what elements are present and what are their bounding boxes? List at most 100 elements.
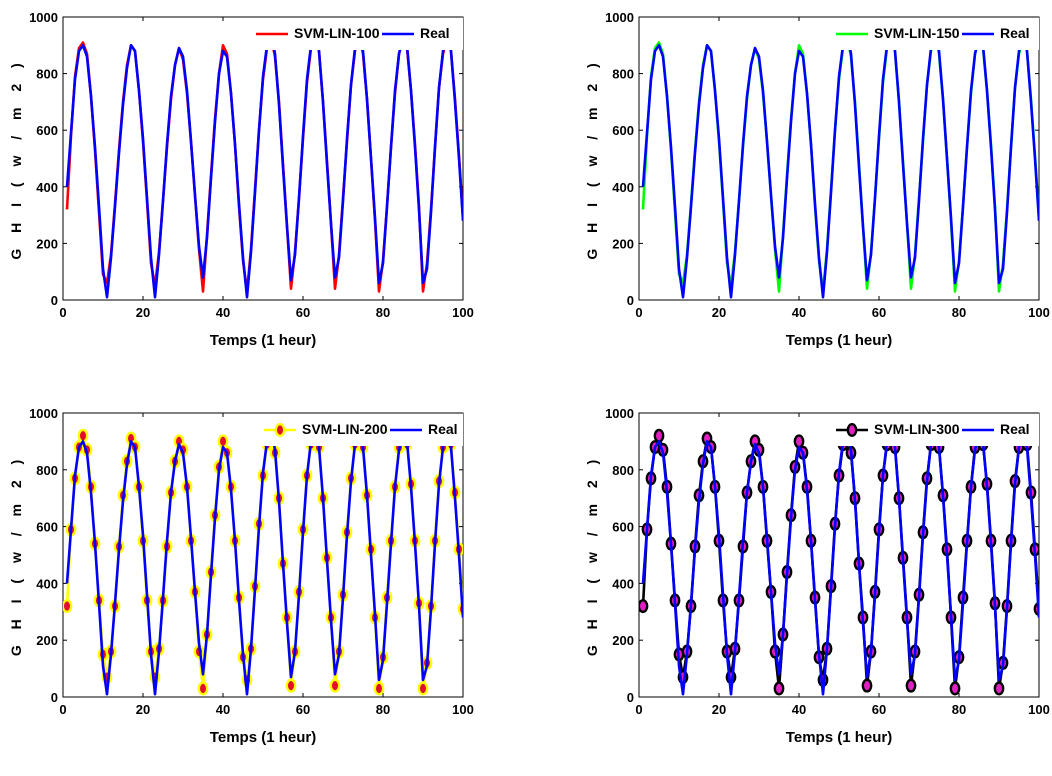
- data-point: [793, 434, 805, 449]
- x-tick-label: 100: [1028, 305, 1050, 320]
- data-point: [417, 681, 429, 696]
- plot-area: [641, 26, 1039, 299]
- legend-marker-1: [846, 423, 858, 438]
- x-tick-label: 20: [136, 702, 150, 717]
- data-point: [949, 681, 961, 696]
- legend: SVM-LIN-100 Real: [248, 16, 463, 50]
- y-axis-label: G H I ( w / m 2 ): [8, 454, 24, 656]
- data-point: [285, 678, 297, 693]
- legend-label-2: Real: [428, 421, 458, 437]
- y-axis-label: G H I ( w / m 2 ): [584, 57, 600, 259]
- x-tick-label: 40: [216, 305, 230, 320]
- y-tick-label: 1000: [29, 406, 58, 421]
- plot-frame: [638, 412, 1040, 698]
- y-tick-label: 200: [612, 236, 634, 251]
- x-tick-label: 80: [952, 702, 966, 717]
- legend-label-1: SVM-LIN-150: [874, 25, 960, 41]
- data-point: [329, 678, 341, 693]
- plot-area: [639, 417, 1039, 696]
- legend-label-1: SVM-LIN-200: [302, 421, 388, 437]
- legend-label-2: Real: [1000, 25, 1030, 41]
- data-point: [653, 428, 665, 443]
- data-point: [905, 678, 917, 693]
- data-point: [639, 599, 649, 614]
- y-tick-label: 0: [51, 293, 58, 308]
- y-tick-label: 600: [36, 520, 58, 535]
- x-axis-label: Temps (1 heur): [210, 332, 316, 349]
- plot-frame: [62, 16, 464, 301]
- y-tick-label: 400: [612, 576, 634, 591]
- y-axis-label: G H I ( w / m 2 ): [8, 57, 24, 259]
- y-tick-label: 0: [627, 690, 634, 705]
- x-tick-label: 60: [296, 702, 310, 717]
- legend-marker-1: [274, 423, 286, 438]
- series-line: [65, 423, 463, 696]
- y-tick-label: 600: [612, 123, 634, 138]
- y-tick-label: 800: [36, 67, 58, 82]
- legend-label-2: Real: [420, 25, 450, 41]
- legend-label-2: Real: [1000, 421, 1030, 437]
- y-tick-label: 800: [36, 463, 58, 478]
- y-tick-label: 200: [36, 236, 58, 251]
- y-tick-label: 400: [612, 180, 634, 195]
- data-point: [373, 681, 385, 696]
- x-tick-label: 100: [452, 305, 474, 320]
- legend-label-1: SVM-LIN-300: [874, 421, 960, 437]
- x-tick-label: 60: [872, 305, 886, 320]
- x-axis-label: Temps (1 heur): [786, 332, 892, 349]
- x-tick-label: 80: [952, 305, 966, 320]
- x-tick-label: 40: [792, 702, 806, 717]
- x-tick-label: 0: [59, 305, 66, 320]
- x-tick-label: 60: [296, 305, 310, 320]
- x-tick-label: 20: [136, 305, 150, 320]
- x-tick-label: 80: [376, 702, 390, 717]
- series-line: [65, 26, 463, 299]
- legend: SVM-LIN-300 Real: [828, 412, 1039, 446]
- x-axis-label: Temps (1 heur): [786, 729, 892, 746]
- plot-frame: [638, 16, 1040, 301]
- legend: SVM-LIN-150 Real: [828, 16, 1039, 50]
- series-real: [641, 26, 1039, 299]
- data-point: [993, 681, 1005, 696]
- y-axis-label: G H I ( w / m 2 ): [584, 454, 600, 656]
- y-tick-label: 0: [627, 293, 634, 308]
- data-point: [773, 681, 785, 696]
- series-real: [65, 26, 463, 299]
- x-tick-label: 100: [1028, 702, 1050, 717]
- data-point: [63, 599, 73, 614]
- plot-frame: [62, 412, 464, 698]
- x-tick-label: 40: [792, 305, 806, 320]
- x-tick-label: 20: [712, 702, 726, 717]
- x-tick-label: 80: [376, 305, 390, 320]
- data-point: [197, 681, 209, 696]
- series-line: [641, 423, 1039, 696]
- y-tick-label: 200: [612, 633, 634, 648]
- y-tick-label: 600: [612, 520, 634, 535]
- x-tick-label: 0: [59, 702, 66, 717]
- plot-area: [65, 26, 463, 299]
- x-tick-label: 20: [712, 305, 726, 320]
- y-tick-label: 200: [36, 633, 58, 648]
- x-tick-label: 0: [635, 305, 642, 320]
- x-tick-label: 40: [216, 702, 230, 717]
- y-tick-label: 800: [612, 67, 634, 82]
- y-tick-label: 800: [612, 463, 634, 478]
- data-point: [217, 434, 229, 449]
- x-tick-label: 100: [452, 702, 474, 717]
- series-real: [641, 423, 1039, 696]
- x-tick-label: 60: [872, 702, 886, 717]
- plot-area: [63, 417, 463, 696]
- data-point: [77, 428, 89, 443]
- x-axis-label: Temps (1 heur): [210, 729, 316, 746]
- y-tick-label: 400: [36, 576, 58, 591]
- series-line: [641, 26, 1039, 299]
- y-tick-label: 600: [36, 123, 58, 138]
- y-tick-label: 400: [36, 180, 58, 195]
- legend: SVM-LIN-200 Real: [256, 412, 463, 446]
- series-real: [65, 423, 463, 696]
